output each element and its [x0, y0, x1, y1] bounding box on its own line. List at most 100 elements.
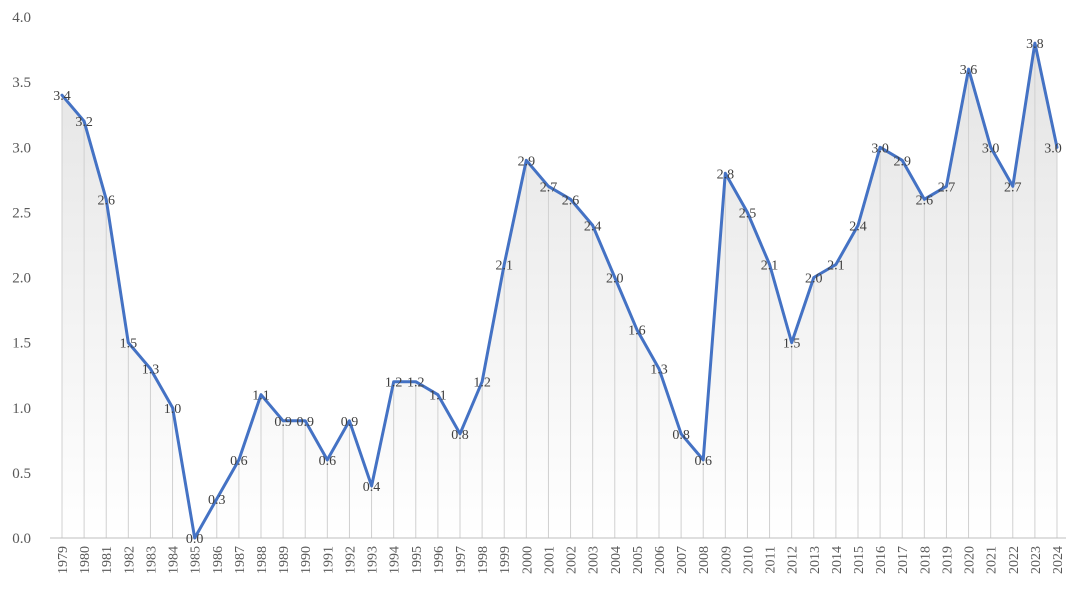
data-label: 3.0	[871, 141, 889, 156]
x-tick-label: 2020	[963, 546, 978, 574]
y-tick-label: 1.5	[12, 336, 31, 352]
x-tick-label: 2003	[587, 546, 602, 574]
data-label: 1.2	[407, 376, 425, 391]
x-tick-label: 1984	[167, 546, 182, 574]
x-tick-label: 2001	[542, 546, 557, 574]
x-tick-label: 1985	[189, 546, 204, 574]
x-tick-label: 2008	[697, 546, 712, 574]
data-label: 1.5	[120, 337, 138, 352]
x-tick-label: 2004	[609, 546, 624, 574]
data-label: 1.2	[385, 376, 403, 391]
x-tick-label: 2000	[520, 546, 535, 574]
x-tick-label: 1995	[410, 546, 425, 574]
data-label: 2.0	[606, 272, 624, 287]
x-tick-label: 1991	[321, 546, 336, 574]
data-label: 3.0	[982, 141, 1000, 156]
x-tick-label: 1998	[476, 546, 491, 574]
x-axis-ticks: 1979 1980 1981 1982 1983 1984 1985 1986 1987 1988…	[56, 546, 1066, 574]
data-label: 2.6	[97, 193, 115, 208]
y-axis-ticks: 0.0 0.5 1.0 1.5 2.0 2.5 3.0 3.5 4.0	[12, 10, 31, 547]
y-tick-label: 3.5	[12, 75, 31, 91]
data-label: 1.5	[783, 337, 801, 352]
data-label: 1.3	[142, 363, 160, 378]
x-tick-label: 2010	[741, 546, 756, 574]
data-label: 3.6	[960, 63, 978, 78]
data-label: 0.3	[208, 493, 226, 508]
x-tick-label: 2009	[719, 546, 734, 574]
x-tick-label: 2024	[1051, 546, 1066, 574]
x-tick-label: 1983	[144, 546, 159, 574]
y-tick-label: 2.0	[12, 271, 31, 287]
x-tick-label: 2002	[565, 546, 580, 574]
x-tick-label: 2011	[764, 546, 779, 573]
area-fill	[62, 43, 1057, 538]
data-label: 2.9	[893, 154, 911, 169]
x-tick-label: 2018	[918, 546, 933, 574]
data-label: 2.6	[562, 193, 580, 208]
data-label: 0.9	[341, 415, 359, 430]
x-tick-label: 1988	[255, 546, 270, 574]
data-label: 0.9	[274, 415, 292, 430]
series-polyline	[60, 41, 1059, 540]
data-label: 0.6	[230, 454, 248, 469]
x-tick-label: 2017	[896, 546, 911, 574]
x-tick-label: 2007	[675, 546, 690, 574]
x-tick-label: 1986	[211, 546, 226, 574]
x-tick-label: 1999	[498, 546, 513, 574]
data-label: 2.0	[805, 272, 823, 287]
series-line	[60, 41, 1059, 540]
x-tick-label: 1981	[100, 546, 115, 574]
x-tick-label: 1987	[233, 546, 248, 574]
x-tick-label: 1996	[432, 546, 447, 574]
data-label: 1.0	[164, 402, 182, 417]
y-tick-label: 2.5	[12, 205, 31, 221]
x-tick-label: 1993	[366, 546, 381, 574]
data-label: 1.2	[473, 376, 491, 391]
x-tick-label: 2013	[808, 546, 823, 574]
y-tick-label: 0.5	[12, 466, 31, 482]
data-label: 2.5	[739, 206, 757, 221]
x-tick-label: 2016	[874, 546, 889, 574]
data-label: 2.7	[540, 180, 558, 195]
data-label: 2.4	[584, 219, 602, 234]
x-tick-label: 2012	[786, 546, 801, 574]
data-label: 2.1	[495, 258, 513, 273]
data-label: 2.1	[827, 258, 845, 273]
data-label: 2.7	[1004, 180, 1022, 195]
data-labels: 3.4 3.2 2.6 1.5 1.3 1.0 0.0 0.3 0.6 1.1 0.9 0.9 0.6 0…	[53, 37, 1062, 547]
area-polygon	[62, 43, 1057, 538]
data-label: 3.0	[1044, 141, 1062, 156]
x-tick-label: 2015	[852, 546, 867, 574]
y-tick-label: 3.0	[12, 140, 31, 156]
data-label: 3.4	[53, 89, 71, 104]
data-label: 0.0	[186, 532, 204, 547]
data-label: 3.2	[75, 115, 93, 130]
x-tick-label: 2006	[653, 546, 668, 574]
data-label: 0.9	[296, 415, 314, 430]
data-label: 1.3	[650, 363, 668, 378]
data-label: 2.9	[518, 154, 536, 169]
x-tick-label: 1980	[78, 546, 93, 574]
x-tick-label: 2005	[631, 546, 646, 574]
drop-lines	[61, 43, 1058, 538]
data-label: 0.6	[694, 454, 712, 469]
x-tick-label: 2022	[1007, 546, 1022, 574]
x-tick-label: 1997	[454, 546, 469, 574]
data-label: 1.1	[429, 389, 447, 404]
data-label: 1.1	[252, 389, 270, 404]
x-tick-label: 2019	[940, 546, 955, 574]
data-label: 0.4	[363, 480, 381, 495]
data-label: 0.8	[451, 428, 469, 443]
x-tick-label: 1979	[56, 546, 71, 574]
x-tick-label: 1994	[388, 546, 403, 574]
x-tick-label: 2023	[1029, 546, 1044, 574]
data-label: 0.6	[319, 454, 337, 469]
x-tick-label: 1989	[277, 546, 292, 574]
x-tick-label: 1982	[122, 546, 137, 574]
x-tick-label: 1990	[299, 546, 314, 574]
data-label: 2.1	[761, 258, 779, 273]
data-label: 2.4	[849, 219, 867, 234]
data-label: 1.6	[628, 324, 646, 339]
